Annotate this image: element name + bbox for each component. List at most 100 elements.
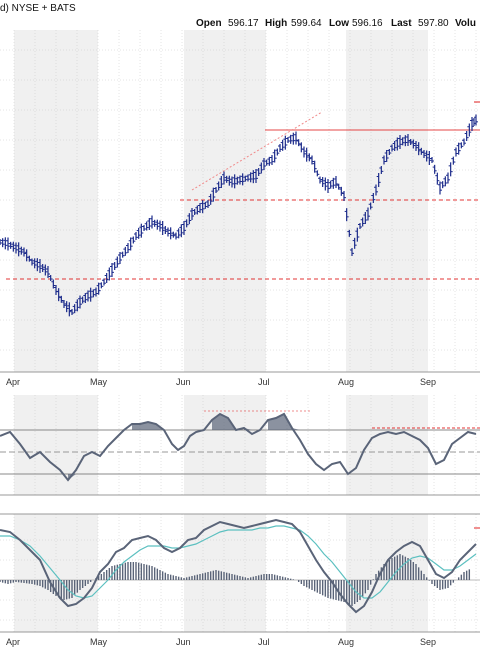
price-bars (0, 114, 478, 317)
price-bar (27, 255, 32, 262)
price-bar (67, 302, 72, 317)
price-bar (203, 201, 208, 209)
price-bar (211, 187, 216, 202)
last-value: 597.80 (418, 18, 449, 29)
price-bar (56, 288, 61, 302)
price-bar (227, 175, 232, 186)
x-tick-label: Apr (6, 637, 20, 647)
price-bar (120, 251, 125, 258)
price-bar (334, 176, 338, 188)
price-bar (320, 177, 325, 187)
price-bar (240, 173, 245, 186)
shade-band (184, 395, 266, 495)
price-bar (344, 208, 349, 222)
macd-lines (0, 518, 480, 614)
price-bar (219, 176, 224, 188)
price-bar (358, 223, 362, 229)
price-trend-line (191, 111, 323, 191)
price-bar (267, 156, 272, 166)
oscillator-shading (14, 395, 428, 495)
last-label: Last (391, 18, 412, 29)
price-bar (379, 166, 384, 174)
price-bar (440, 181, 445, 189)
price-bar (78, 295, 82, 309)
shade-band (346, 395, 428, 495)
price-bar (62, 300, 66, 308)
price-bar (83, 293, 88, 303)
oscillator-lines (0, 410, 480, 482)
price-bar (371, 193, 376, 203)
price-bar (286, 137, 290, 143)
price-bar (88, 287, 93, 302)
price-bar (99, 282, 104, 289)
price-bar (424, 150, 429, 162)
x-tick-label: Apr (6, 377, 20, 387)
price-bar (235, 176, 240, 185)
price-bar (360, 217, 365, 227)
x-tick-label: May (90, 377, 108, 387)
price-bar (171, 231, 176, 238)
price-bar (158, 220, 162, 232)
price-bar (352, 237, 357, 249)
price-bar (427, 151, 432, 165)
price-bar (142, 225, 146, 231)
price-bar (312, 160, 317, 173)
price-bar (459, 142, 464, 149)
price-bar (278, 144, 282, 152)
x-tick-label: Sep (420, 637, 436, 647)
price-bar (224, 175, 229, 183)
price-bar (435, 172, 440, 185)
price-bar (8, 241, 13, 249)
price-bar (283, 135, 288, 150)
price-bar (384, 150, 389, 162)
high-label: High (265, 18, 287, 29)
price-bar (243, 175, 248, 182)
price-bar (30, 258, 34, 266)
price-bar (102, 278, 106, 286)
price-bar (6, 237, 10, 251)
price-bar (294, 131, 298, 145)
price-bar (366, 207, 370, 221)
price-bar (264, 159, 269, 166)
price-bar (296, 139, 301, 147)
price-bar (259, 162, 264, 174)
price-bar (336, 183, 341, 190)
price-bar (374, 184, 378, 196)
price-bar (315, 170, 320, 177)
price-bar (195, 205, 200, 215)
price-bar (96, 282, 101, 295)
price-bar (411, 139, 416, 149)
price-bar (230, 176, 234, 188)
price-bar (118, 252, 122, 264)
price-bar (262, 158, 266, 170)
price-bar (43, 264, 48, 276)
open-value: 596.17 (228, 18, 259, 29)
x-axis-ticks-bottom: Apr May Jun Jul Aug Sep (6, 637, 436, 647)
price-bar (470, 117, 474, 131)
price-bar (59, 295, 64, 303)
price-bar (155, 219, 160, 230)
price-bar (432, 164, 437, 174)
price-bar (160, 221, 165, 235)
price-bar (347, 229, 352, 237)
price-bar (3, 237, 8, 250)
price-bar (46, 266, 50, 278)
price-bar (350, 248, 354, 256)
price-bar (110, 263, 114, 277)
price-bar (323, 177, 328, 191)
price-bar (32, 258, 37, 269)
price-bar (467, 123, 472, 137)
price-bar (398, 135, 402, 149)
price-bar (291, 132, 296, 145)
price-bar (19, 246, 24, 255)
macd-panel (0, 513, 480, 633)
x-tick-label: May (90, 637, 108, 647)
price-shading (14, 30, 428, 372)
price-panel (0, 30, 480, 373)
price-bar (339, 186, 344, 196)
price-bar (422, 150, 426, 158)
price-bar (131, 236, 136, 244)
oscillator-panel (0, 395, 480, 496)
price-bar (200, 200, 205, 214)
